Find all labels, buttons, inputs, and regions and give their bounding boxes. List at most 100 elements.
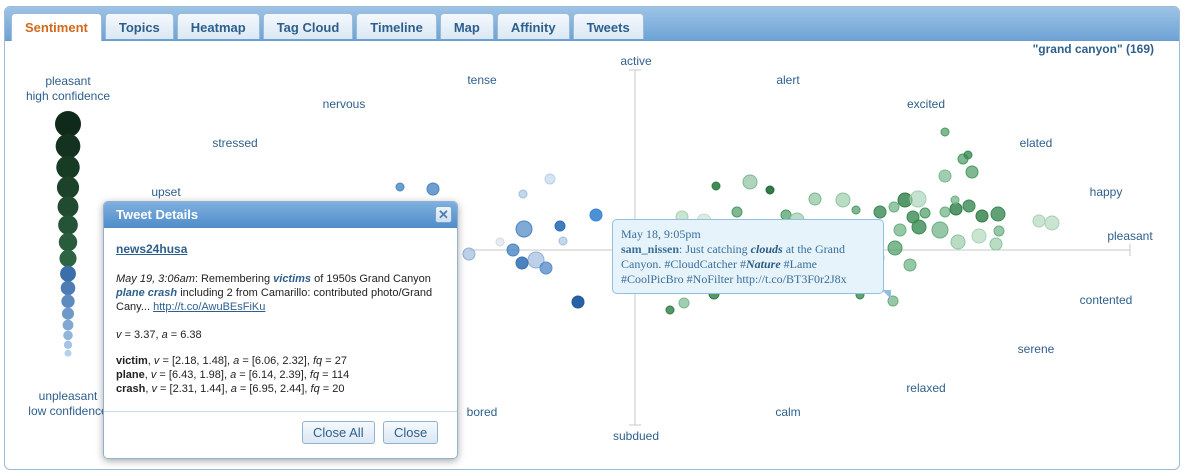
legend-circle [63, 330, 73, 341]
label-subdued: subdued [613, 429, 659, 443]
close-button[interactable]: Close [383, 421, 439, 444]
tweet-point[interactable] [518, 189, 528, 199]
query-label: "grand canyon" (169) [1032, 42, 1154, 56]
tab-timeline[interactable]: Timeline [356, 13, 437, 39]
legend-circle [61, 307, 75, 320]
tweet-point[interactable] [711, 181, 721, 191]
tweet-point[interactable] [851, 205, 861, 215]
tweet-point[interactable] [940, 127, 950, 137]
tweet-point[interactable] [965, 165, 979, 179]
tweet-point[interactable] [515, 256, 529, 270]
dialog-body: news24husa May 19, 3:06am: Remembering v… [104, 228, 457, 402]
tooltip-timestamp: May 18, 9:05pm [621, 227, 701, 241]
tweet-timestamp: May 19, 3:06am [116, 273, 195, 285]
tweet-point[interactable] [950, 195, 960, 205]
tweet-point[interactable] [873, 205, 887, 219]
tweet-point[interactable] [939, 206, 951, 218]
label-tense: tense [467, 73, 497, 87]
legend-scale [55, 111, 81, 357]
dialog-title: Tweet Details [116, 207, 199, 222]
tweet-point[interactable] [887, 240, 903, 256]
tweet-details-dialog: Tweet Details ✕ news24husa May 19, 3:06a… [103, 201, 458, 459]
tweet-point[interactable] [835, 192, 851, 208]
tab-sentiment[interactable]: Sentiment [11, 13, 102, 41]
legend-top-line2: high confidence [26, 89, 110, 103]
tweet-point[interactable] [544, 173, 556, 185]
tweet-point[interactable] [893, 223, 907, 237]
legend-circle [60, 265, 76, 282]
tweet-text: May 19, 3:06am: Remembering victims of 1… [116, 273, 433, 313]
tweet-point[interactable] [975, 209, 989, 223]
tooltip-text: sam_nissen: Just catching clouds at the … [621, 242, 847, 286]
dialog-title-bar[interactable]: Tweet Details ✕ [104, 202, 457, 228]
tweet-point[interactable] [527, 251, 545, 269]
tweet-point[interactable] [888, 201, 900, 213]
tweet-point[interactable] [589, 208, 603, 222]
tweet-point[interactable] [1044, 215, 1060, 231]
tooltip-username: sam_nissen [621, 242, 680, 256]
tab-affinity[interactable]: Affinity [496, 13, 570, 39]
tweet-tooltip: May 18, 9:05pm sam_nissen: Just catching… [612, 219, 884, 294]
tweet-point[interactable] [931, 221, 949, 239]
tab-tag-cloud[interactable]: Tag Cloud [262, 13, 354, 39]
tweet-point[interactable] [989, 237, 1003, 251]
tweet-point[interactable] [919, 207, 931, 219]
tweet-point[interactable] [765, 185, 775, 195]
tweet-point[interactable] [678, 297, 690, 309]
tweet-point[interactable] [742, 174, 758, 190]
tweet-point[interactable] [911, 219, 927, 235]
tweet-point[interactable] [558, 236, 568, 246]
tweet-point[interactable] [909, 190, 927, 208]
tab-topics[interactable]: Topics [104, 13, 174, 39]
label-contented: contented [1080, 293, 1133, 307]
keyword-row: crash, v = [2.31, 1.44], a = [6.95, 2.44… [116, 383, 345, 395]
dialog-footer: Close All Close [104, 411, 457, 458]
legend-circle [58, 232, 78, 252]
close-all-button[interactable]: Close All [302, 421, 375, 444]
tweet-username-link[interactable]: news24husa [116, 242, 188, 256]
tweet-point[interactable] [554, 220, 566, 232]
legend-circle [61, 294, 75, 308]
dialog-close-icon[interactable]: ✕ [435, 206, 452, 223]
legend-circle [62, 319, 74, 331]
tweet-point[interactable] [971, 228, 987, 244]
legend-circle [56, 176, 80, 199]
label-bored: bored [467, 405, 498, 419]
tweet-point[interactable] [539, 261, 553, 275]
legend-circle [63, 340, 73, 349]
legend-circle [57, 196, 79, 218]
tab-heatmap[interactable]: Heatmap [176, 13, 260, 39]
label-active: active [620, 54, 652, 68]
tweet-point[interactable] [495, 237, 505, 247]
tweet-point[interactable] [1032, 214, 1046, 228]
tweet-point[interactable] [506, 243, 520, 257]
tooltip-pointer [882, 290, 891, 299]
tweet-point[interactable] [993, 225, 1005, 237]
tab-bar: Sentiment Topics Heatmap Tag Cloud Timel… [5, 7, 1179, 41]
tweet-point[interactable] [426, 182, 440, 196]
tweet-point[interactable] [950, 234, 966, 250]
label-excited: excited [907, 97, 945, 111]
tweet-point[interactable] [731, 206, 743, 218]
tweet-point[interactable] [571, 295, 585, 309]
tweet-valence-arousal: v = 3.37, a = 6.38 [116, 329, 202, 341]
tweet-point[interactable] [665, 305, 675, 315]
label-alert: alert [776, 73, 800, 87]
tweet-point[interactable] [949, 202, 963, 216]
tab-map[interactable]: Map [439, 13, 494, 39]
keyword-row: victim, v = [2.18, 1.48], a = [6.06, 2.3… [116, 355, 347, 367]
tweet-point[interactable] [990, 206, 1006, 222]
tweet-point[interactable] [903, 258, 917, 272]
tweet-point[interactable] [962, 199, 976, 213]
tweet-point[interactable] [963, 150, 973, 160]
label-nervous: nervous [323, 97, 366, 111]
legend-bottom-line2: low confidence [28, 404, 108, 418]
tweet-url-link[interactable]: http://t.co/AwuBEsFiKu [153, 301, 266, 313]
label-upset: upset [151, 185, 181, 199]
tab-tweets[interactable]: Tweets [572, 13, 644, 39]
tweet-point[interactable] [808, 192, 822, 206]
tweet-point[interactable] [938, 169, 952, 183]
tweet-point[interactable] [462, 247, 476, 261]
tweet-point[interactable] [395, 182, 405, 192]
tweet-point[interactable] [515, 220, 533, 238]
